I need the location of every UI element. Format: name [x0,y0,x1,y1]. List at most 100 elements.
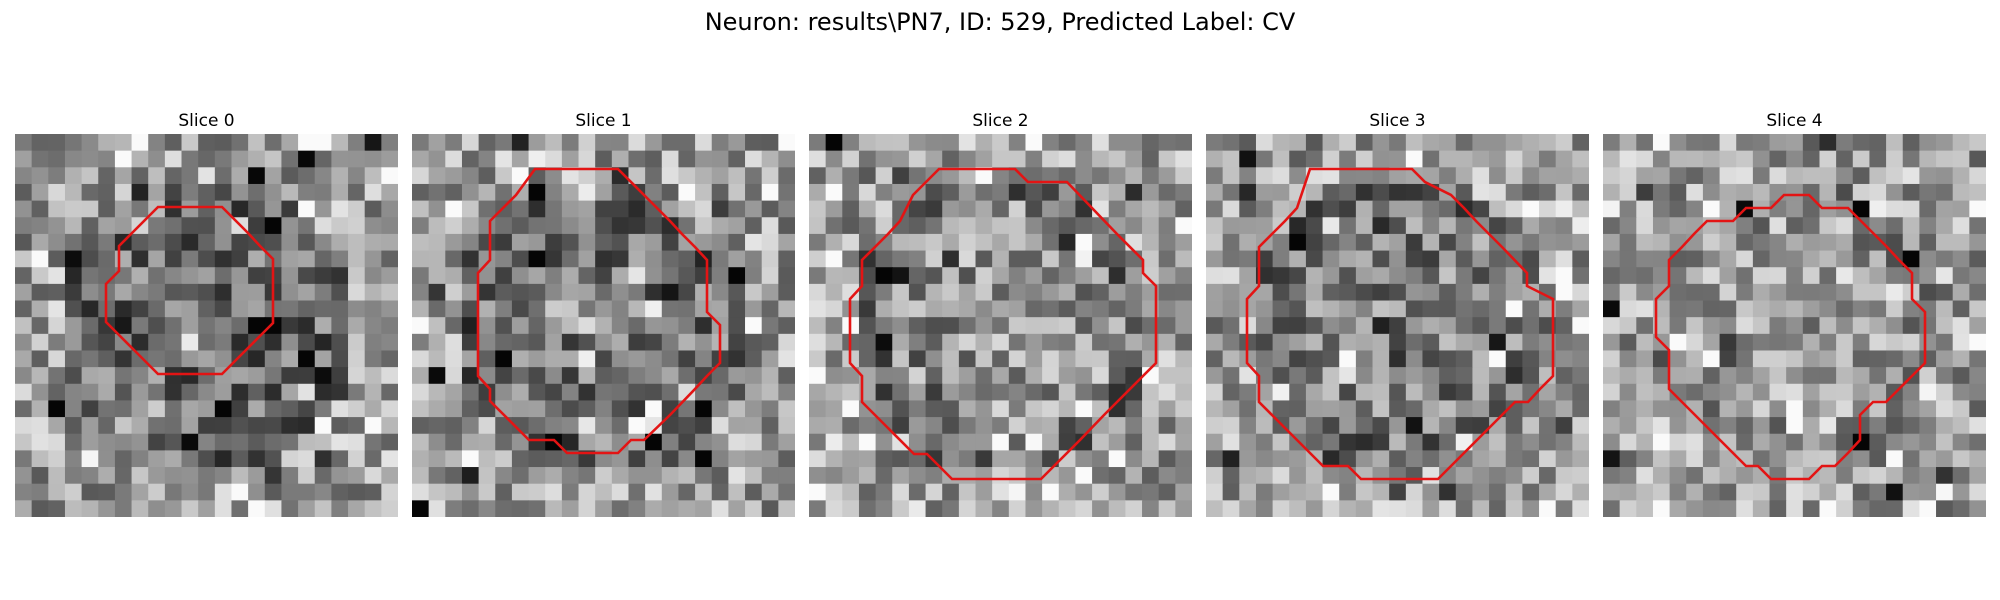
image-pixel [1025,300,1043,318]
image-pixel [1092,183,1110,202]
image-pixel [511,400,530,418]
image-pixel [645,217,663,235]
image-pixel [958,250,977,268]
image-pixel [678,317,696,335]
image-pixel [711,250,729,268]
image-pixel [1539,167,1557,185]
image-pixel [81,450,99,468]
image-pixel [1389,267,1407,285]
image-pixel [461,233,480,252]
image-pixel [942,250,960,268]
image-pixel [1686,367,1704,385]
image-pixel [1686,483,1704,501]
image-pixel [348,500,366,517]
image-pixel [114,367,133,385]
image-pixel [1736,417,1754,435]
image-pixel [611,167,630,185]
image-pixel [1158,250,1176,268]
image-pixel [1075,500,1093,517]
image-pixel [761,350,779,368]
image-pixel [1919,417,1937,435]
image-pixel [545,417,563,435]
image-pixel [1619,300,1637,318]
image-pixel [428,450,446,468]
image-pixel [1702,467,1721,485]
image-pixel [1439,450,1457,468]
image-pixel [1836,183,1854,202]
image-pixel [1439,483,1457,501]
image-pixel [825,233,843,252]
image-pixel [1819,233,1837,252]
image-pixel [1702,267,1721,285]
image-pixel [1736,283,1754,302]
image-pixel [98,367,116,385]
image-pixel [925,450,943,468]
image-pixel [248,400,266,418]
image-pixel [892,250,910,268]
image-pixel [314,150,332,168]
image-pixel [809,217,827,235]
image-pixel [428,267,446,285]
image-pixel [348,400,366,418]
image-pixel [1572,217,1589,235]
image-pixel [1902,233,1920,252]
image-pixel [892,317,910,335]
image-pixel [1355,250,1374,268]
image-pixel [1255,283,1274,302]
image-pixel [842,467,860,485]
image-pixel [64,450,83,468]
image-pixel [975,283,993,302]
image-pixel [1603,233,1621,252]
image-pixel [181,267,199,285]
image-pixel [1919,433,1937,451]
image-pixel [1355,317,1374,335]
image-pixel [745,200,763,218]
image-pixel [1206,417,1224,435]
image-pixel [298,200,316,218]
image-pixel [942,333,960,352]
image-pixel [31,267,49,285]
image-pixel [661,267,680,285]
image-pixel [445,467,463,485]
image-pixel [1702,300,1721,318]
image-pixel [1008,350,1027,368]
image-pixel [1619,200,1637,218]
image-pixel [1042,333,1060,352]
image-pixel [1869,300,1887,318]
image-pixel [461,134,480,152]
image-pixel [958,350,977,368]
image-pixel [1636,200,1654,218]
image-pixel [778,350,795,368]
image-pixel [1042,467,1060,485]
image-pixel [1852,450,1871,468]
image-pixel [528,183,546,202]
image-pixel [1902,350,1920,368]
image-pixel [925,483,943,501]
image-pixel [1042,250,1060,268]
image-pixel [1239,267,1257,285]
image-pixel [1603,317,1621,335]
image-pixel [1603,300,1621,318]
image-pixel [412,333,430,352]
image-pixel [1239,400,1257,418]
image-pixel [1603,183,1621,202]
image-pixel [842,217,860,235]
image-pixel [164,483,183,501]
image-pixel [1455,300,1474,318]
image-pixel [1652,483,1671,501]
image-pixel [181,150,199,168]
image-pixel [1372,267,1390,285]
image-pixel [1902,150,1920,168]
image-pixel [595,483,613,501]
image-pixel [1439,500,1457,517]
image-pixel [248,150,266,168]
image-pixel [511,134,530,152]
image-pixel [728,383,746,402]
image-pixel [561,167,580,185]
image-pixel [131,250,149,268]
image-pixel [975,350,993,368]
image-pixel [1355,167,1374,185]
image-pixel [611,400,630,418]
image-pixel [661,233,680,252]
image-pixel [64,467,83,485]
